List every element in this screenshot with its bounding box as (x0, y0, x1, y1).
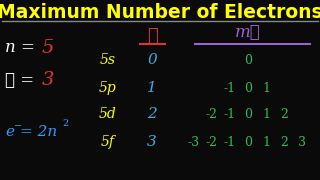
Text: 0: 0 (147, 53, 157, 67)
Text: = 2n: = 2n (20, 125, 57, 139)
Text: 0: 0 (244, 107, 252, 120)
Text: 0: 0 (244, 136, 252, 148)
Text: Maximum Number of Electrons: Maximum Number of Electrons (0, 3, 320, 22)
Text: 5s: 5s (100, 53, 116, 67)
Text: e: e (5, 125, 14, 139)
Text: -3: -3 (188, 136, 200, 148)
Text: 2: 2 (280, 107, 288, 120)
Text: -1: -1 (224, 107, 236, 120)
Text: 5d: 5d (99, 107, 117, 121)
Text: 5p: 5p (99, 81, 117, 95)
Text: 5f: 5f (101, 135, 115, 149)
Text: 1: 1 (262, 82, 270, 94)
Text: mℓ: mℓ (235, 24, 261, 40)
Text: ℓ: ℓ (147, 27, 157, 45)
Text: -2: -2 (206, 136, 218, 148)
Text: 5: 5 (42, 39, 54, 57)
Text: 2: 2 (62, 120, 68, 129)
Text: n =: n = (5, 39, 35, 57)
Text: 3: 3 (298, 136, 306, 148)
Text: 1: 1 (262, 107, 270, 120)
Text: 3: 3 (42, 71, 54, 89)
Text: ℓ =: ℓ = (5, 71, 34, 89)
Text: -1: -1 (224, 82, 236, 94)
Text: −: − (14, 122, 22, 130)
Text: -1: -1 (224, 136, 236, 148)
Text: -2: -2 (206, 107, 218, 120)
Text: 1: 1 (262, 136, 270, 148)
Text: 2: 2 (147, 107, 157, 121)
Text: 0: 0 (244, 53, 252, 66)
Text: 0: 0 (244, 82, 252, 94)
Text: 3: 3 (147, 135, 157, 149)
Text: 2: 2 (280, 136, 288, 148)
Text: 1: 1 (147, 81, 157, 95)
